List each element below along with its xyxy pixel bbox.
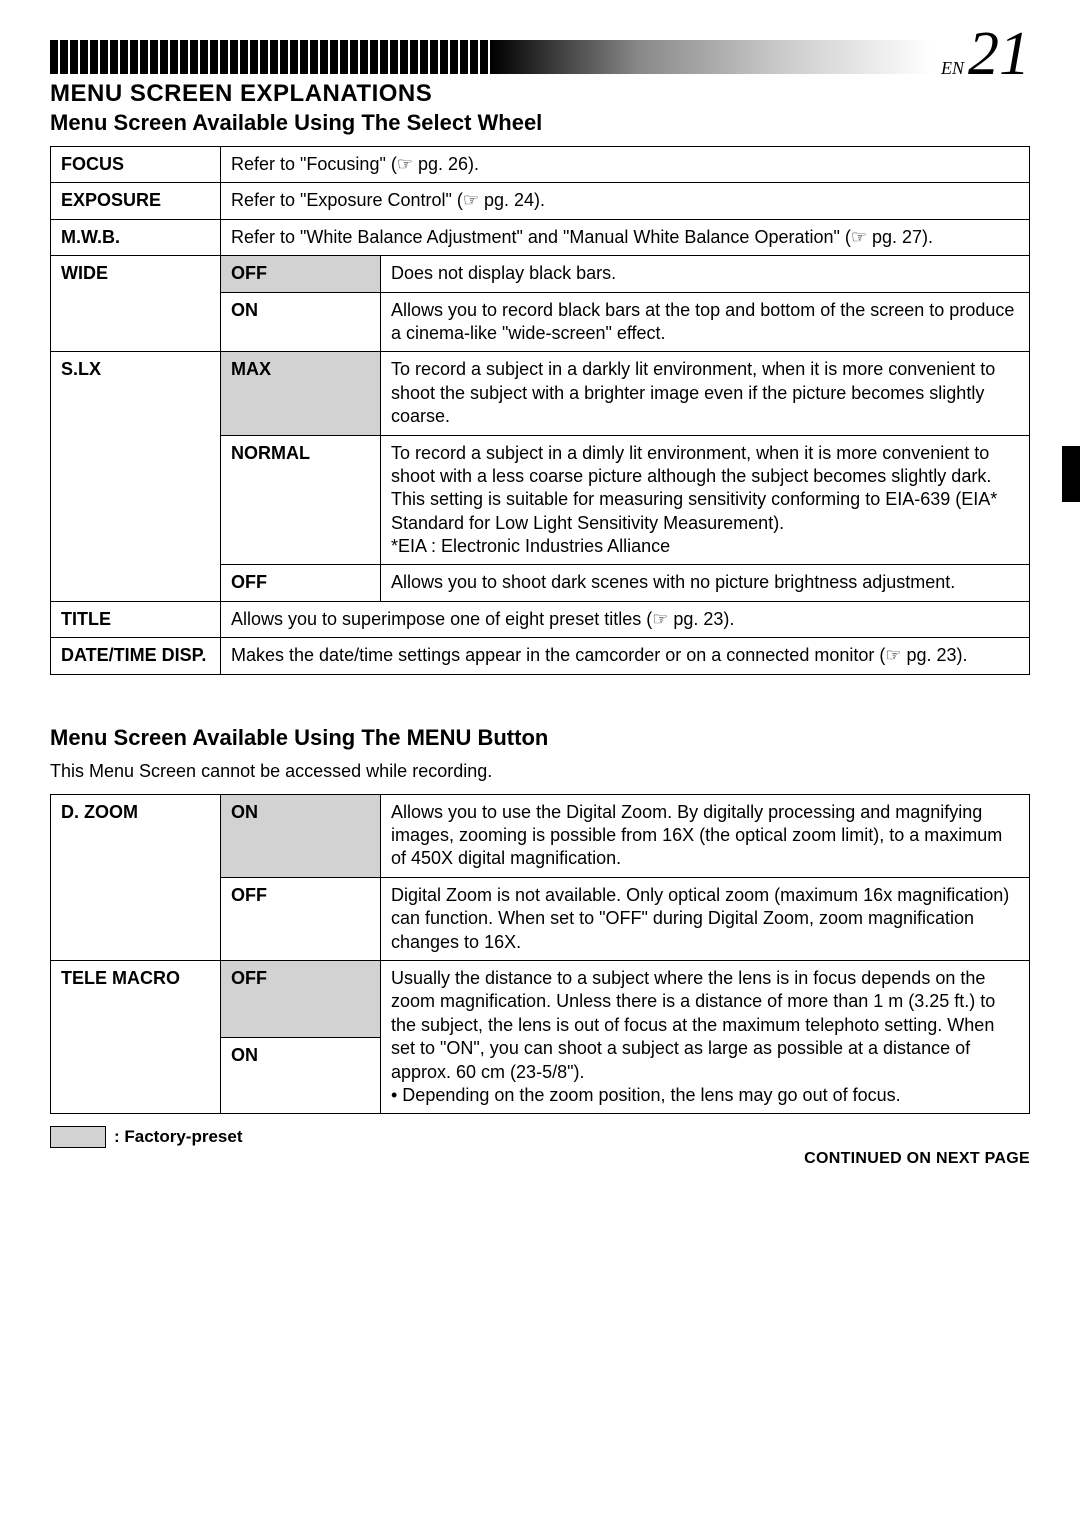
main-heading: MENU SCREEN EXPLANATIONS [50, 80, 1030, 108]
table-row: WIDE OFF Does not display black bars. [51, 256, 1030, 292]
option-label: OFF [221, 565, 381, 601]
table-row: FOCUS Refer to "Focusing" (☞ pg. 26). [51, 147, 1030, 183]
table-row: D. ZOOM ON Allows you to use the Digital… [51, 794, 1030, 877]
table-row: TELE MACRO OFF Usually the distance to a… [51, 960, 1030, 1037]
table-row: DATE/TIME DISP. Makes the date/time sett… [51, 638, 1030, 674]
row-name: WIDE [51, 256, 221, 352]
page-language: EN [941, 58, 964, 79]
option-desc: Allows you to use the Digital Zoom. By d… [381, 794, 1030, 877]
table-row: M.W.B. Refer to "White Balance Adjustmen… [51, 219, 1030, 255]
section2-subtitle: Menu Screen Available Using The MENU But… [50, 725, 1030, 751]
header-gradient-bar: EN 21 [50, 40, 1030, 74]
select-wheel-table: FOCUS Refer to "Focusing" (☞ pg. 26). EX… [50, 146, 1030, 675]
option-desc: Allows you to record black bars at the t… [381, 292, 1030, 352]
row-name: EXPOSURE [51, 183, 221, 219]
row-name: TELE MACRO [51, 960, 221, 1113]
row-desc: Refer to "Focusing" (☞ pg. 26). [221, 147, 1030, 183]
page-number: 21 [968, 30, 1030, 80]
option-label: ON [221, 1037, 381, 1114]
row-desc: Refer to "Exposure Control" (☞ pg. 24). [221, 183, 1030, 219]
page-number-block: EN 21 [931, 30, 1030, 80]
option-label: MAX [221, 352, 381, 435]
option-desc: To record a subject in a darkly lit envi… [381, 352, 1030, 435]
row-name: D. ZOOM [51, 794, 221, 960]
option-label: ON [221, 292, 381, 352]
option-label: OFF [221, 877, 381, 960]
row-name: DATE/TIME DISP. [51, 638, 221, 674]
footer-continued: CONTINUED ON NEXT PAGE [804, 1150, 1030, 1168]
option-label: OFF [221, 256, 381, 292]
row-name: S.LX [51, 352, 221, 602]
legend-swatch [50, 1126, 106, 1148]
row-desc: Makes the date/time settings appear in t… [221, 638, 1030, 674]
option-label: ON [221, 794, 381, 877]
option-desc: Digital Zoom is not available. Only opti… [381, 877, 1030, 960]
table-row: TITLE Allows you to superimpose one of e… [51, 601, 1030, 637]
side-tab-marker [1062, 446, 1080, 502]
row-name: M.W.B. [51, 219, 221, 255]
option-desc: Does not display black bars. [381, 256, 1030, 292]
row-desc: Refer to "White Balance Adjustment" and … [221, 219, 1030, 255]
legend: : Factory-preset [50, 1126, 1030, 1148]
option-desc: Usually the distance to a subject where … [381, 960, 1030, 1113]
option-label: NORMAL [221, 435, 381, 565]
section1-subtitle: Menu Screen Available Using The Select W… [50, 110, 1030, 136]
table-row: EXPOSURE Refer to "Exposure Control" (☞ … [51, 183, 1030, 219]
table-row: S.LX MAX To record a subject in a darkly… [51, 352, 1030, 435]
row-name: TITLE [51, 601, 221, 637]
option-label: OFF [221, 960, 381, 1037]
option-desc: Allows you to shoot dark scenes with no … [381, 565, 1030, 601]
menu-button-table: D. ZOOM ON Allows you to use the Digital… [50, 794, 1030, 1115]
row-desc: Allows you to superimpose one of eight p… [221, 601, 1030, 637]
row-name: FOCUS [51, 147, 221, 183]
option-desc: To record a subject in a dimly lit envir… [381, 435, 1030, 565]
section2-note: This Menu Screen cannot be accessed whil… [50, 761, 1030, 782]
legend-label: : Factory-preset [114, 1127, 242, 1147]
